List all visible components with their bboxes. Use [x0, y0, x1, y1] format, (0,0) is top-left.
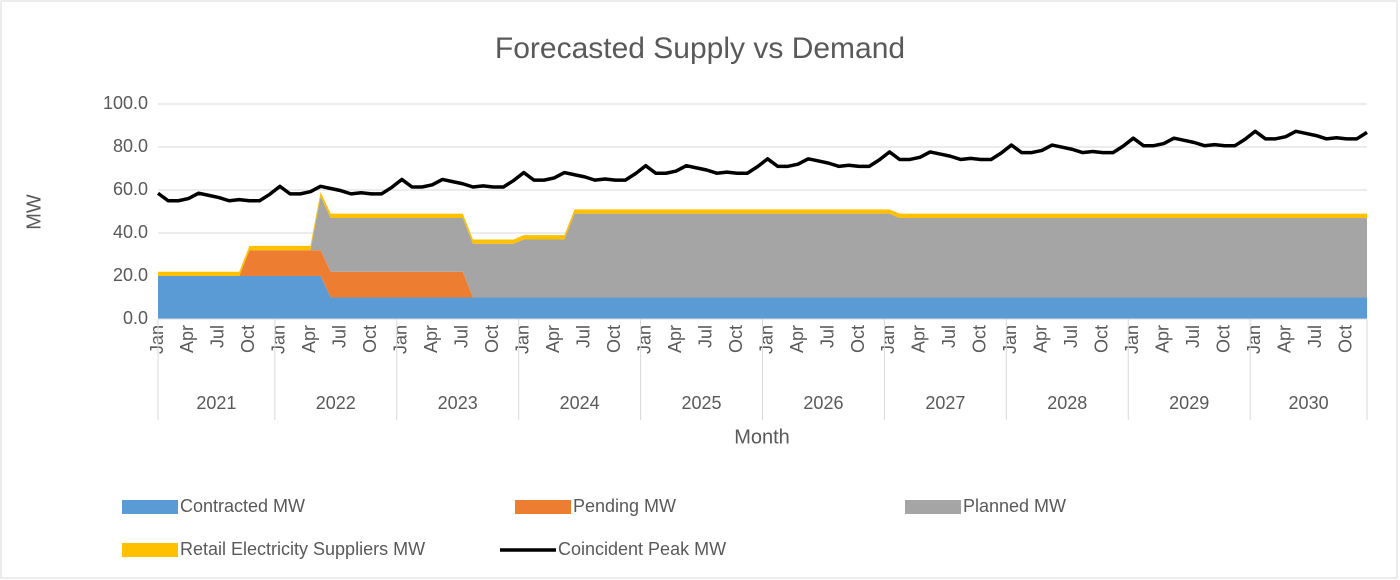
y-tick-label: 0.0	[123, 308, 148, 328]
chart-title: Forecasted Supply vs Demand	[495, 32, 905, 65]
x-tick-label: Apr	[1031, 325, 1051, 353]
y-axis-label: MW	[23, 194, 45, 230]
x-tick-label: Jul	[208, 325, 228, 348]
x-tick-label: Oct	[604, 325, 624, 353]
x-tick-label: Oct	[238, 325, 258, 353]
x-tick-label: Oct	[360, 325, 380, 353]
y-tick-label: 60.0	[113, 179, 148, 199]
legend-label: Contracted MW	[180, 496, 305, 516]
y-tick-label: 20.0	[113, 265, 148, 285]
x-group-label: 2024	[560, 393, 600, 413]
x-axis-label: Month	[734, 426, 790, 448]
x-group-label: 2030	[1289, 393, 1329, 413]
x-tick-label: Jan	[634, 325, 654, 354]
x-tick-label: Jan	[1244, 325, 1264, 354]
x-group-label: 2027	[925, 393, 965, 413]
x-tick-label: Jan	[1000, 325, 1020, 354]
x-tick-label: Apr	[177, 325, 197, 353]
y-tick-label: 100.0	[103, 93, 148, 113]
x-tick-label: Jan	[878, 325, 898, 354]
x-tick-label: Apr	[421, 325, 441, 353]
x-tick-label: Oct	[1092, 325, 1112, 353]
x-tick-label: Oct	[1335, 325, 1355, 353]
x-tick-label: Oct	[970, 325, 990, 353]
x-tick-label: Apr	[909, 325, 929, 353]
legend-swatch	[905, 500, 961, 514]
x-group-label: 2023	[438, 393, 478, 413]
x-tick-label: Apr	[299, 325, 319, 353]
legend-swatch	[122, 500, 178, 514]
x-group-label: 2026	[803, 393, 843, 413]
area-series	[158, 196, 1367, 298]
x-tick-label: Jul	[817, 325, 837, 348]
x-tick-label: Jul	[1305, 325, 1325, 348]
x-tick-label: Jul	[1183, 325, 1203, 348]
x-tick-label: Jul	[695, 325, 715, 348]
x-tick-label: Jan	[391, 325, 411, 354]
legend-swatch	[515, 500, 571, 514]
x-tick-label: Apr	[543, 325, 563, 353]
x-group-label: 2029	[1169, 393, 1209, 413]
x-tick-label: Jan	[269, 325, 289, 354]
x-tick-label: Oct	[848, 325, 868, 353]
x-tick-label: Jan	[512, 325, 532, 354]
x-tick-label: Apr	[1274, 325, 1294, 353]
legend-swatch	[122, 543, 178, 557]
x-group-label: 2021	[196, 393, 236, 413]
legend-label: Planned MW	[963, 496, 1066, 516]
x-group-label: 2028	[1047, 393, 1087, 413]
x-tick-label: Jul	[1061, 325, 1081, 348]
x-tick-label: Jul	[573, 325, 593, 348]
area-series	[158, 250, 1367, 298]
x-tick-label: Jul	[939, 325, 959, 348]
x-tick-label: Jan	[147, 325, 167, 354]
y-tick-label: 40.0	[113, 222, 148, 242]
legend-label: Coincident Peak MW	[558, 539, 726, 559]
x-tick-label: Apr	[1153, 325, 1173, 353]
x-group-label: 2025	[682, 393, 722, 413]
x-tick-label: Apr	[665, 325, 685, 353]
x-tick-label: Oct	[726, 325, 746, 353]
x-tick-label: Jan	[756, 325, 776, 354]
x-group-label: 2022	[316, 393, 356, 413]
y-tick-label: 80.0	[113, 136, 148, 156]
x-tick-label: Jan	[1122, 325, 1142, 354]
legend-label: Retail Electricity Suppliers MW	[180, 539, 425, 559]
x-tick-label: Oct	[482, 325, 502, 353]
x-tick-label: Jul	[330, 325, 350, 348]
line-series	[156, 129, 1368, 203]
x-tick-label: Jul	[452, 325, 472, 348]
x-tick-label: Apr	[787, 325, 807, 353]
legend-label: Pending MW	[573, 496, 676, 516]
x-tick-label: Oct	[1214, 325, 1234, 353]
